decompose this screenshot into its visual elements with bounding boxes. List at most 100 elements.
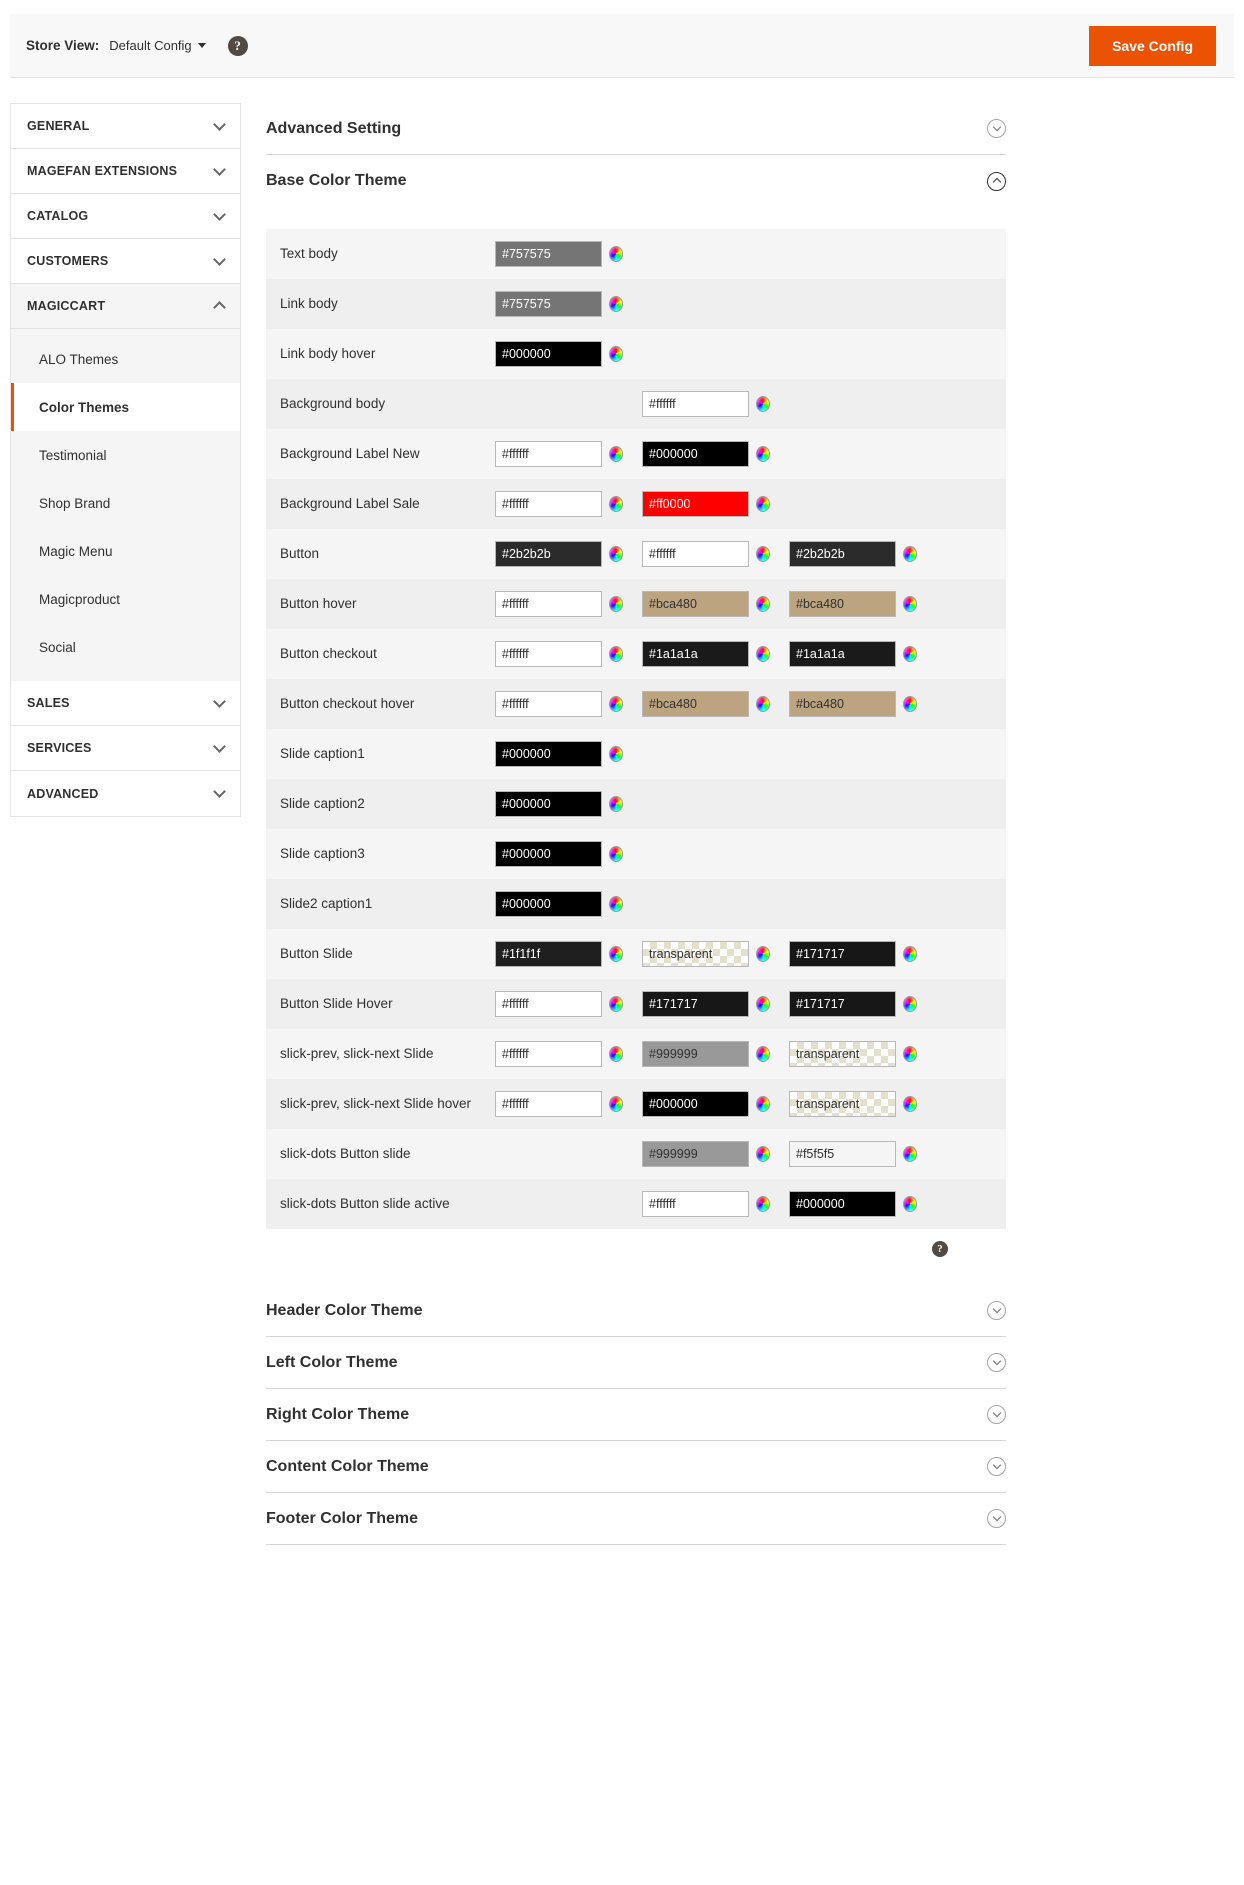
color-input[interactable]: #000000	[789, 1191, 896, 1217]
color-input[interactable]: #1f1f1f	[495, 941, 602, 967]
sidebar-section-general[interactable]: GENERAL	[11, 104, 240, 149]
color-picker-icon[interactable]	[756, 396, 770, 412]
color-picker-icon[interactable]	[609, 596, 623, 612]
color-input[interactable]: #1a1a1a	[642, 641, 749, 667]
color-picker-icon[interactable]	[903, 546, 917, 562]
section-base-color-theme[interactable]: Base Color Theme	[266, 155, 1006, 207]
color-picker-icon[interactable]	[609, 846, 623, 862]
sidebar-section-advanced[interactable]: ADVANCED	[11, 771, 240, 816]
color-picker-icon[interactable]	[903, 646, 917, 662]
color-input[interactable]: #000000	[495, 341, 602, 367]
sidebar-section-magiccart[interactable]: MAGICCART	[11, 284, 240, 329]
color-picker-icon[interactable]	[756, 496, 770, 512]
sidebar-item-testimonial[interactable]: Testimonial	[11, 431, 240, 479]
color-picker-icon[interactable]	[756, 1146, 770, 1162]
color-picker-icon[interactable]	[903, 1146, 917, 1162]
color-input[interactable]: #1a1a1a	[789, 641, 896, 667]
color-picker-icon[interactable]	[756, 546, 770, 562]
section-content-color-theme[interactable]: Content Color Theme	[266, 1441, 1006, 1493]
color-input[interactable]: #bca480	[789, 591, 896, 617]
color-input[interactable]: #ffffff	[495, 1041, 602, 1067]
color-picker-icon[interactable]	[609, 996, 623, 1012]
color-picker-icon[interactable]	[756, 446, 770, 462]
color-picker-icon[interactable]	[903, 1096, 917, 1112]
color-input[interactable]: #ffffff	[495, 491, 602, 517]
color-picker-icon[interactable]	[903, 1196, 917, 1212]
color-input[interactable]: #ffffff	[642, 541, 749, 567]
color-picker-icon[interactable]	[903, 996, 917, 1012]
color-input[interactable]: #ffffff	[495, 1091, 602, 1117]
color-picker-icon[interactable]	[609, 1096, 623, 1112]
color-picker-icon[interactable]	[756, 646, 770, 662]
section-left-color-theme[interactable]: Left Color Theme	[266, 1337, 1006, 1389]
sidebar-item-shop-brand[interactable]: Shop Brand	[11, 479, 240, 527]
color-picker-icon[interactable]	[609, 546, 623, 562]
color-input[interactable]: #ffffff	[495, 441, 602, 467]
color-picker-icon[interactable]	[756, 1196, 770, 1212]
color-picker-icon[interactable]	[609, 496, 623, 512]
color-input[interactable]: #ff0000	[642, 491, 749, 517]
color-input[interactable]: #171717	[642, 991, 749, 1017]
sidebar-section-customers[interactable]: CUSTOMERS	[11, 239, 240, 284]
color-picker-icon[interactable]	[903, 1046, 917, 1062]
color-input[interactable]: #ffffff	[495, 641, 602, 667]
color-input[interactable]: #171717	[789, 941, 896, 967]
color-input[interactable]: #757575	[495, 241, 602, 267]
color-input[interactable]: #171717	[789, 991, 896, 1017]
color-input[interactable]: #999999	[642, 1141, 749, 1167]
color-input[interactable]: #000000	[495, 891, 602, 917]
color-input[interactable]: #000000	[495, 841, 602, 867]
color-picker-icon[interactable]	[609, 696, 623, 712]
color-picker-icon[interactable]	[756, 996, 770, 1012]
sidebar-section-catalog[interactable]: CATALOG	[11, 194, 240, 239]
color-picker-icon[interactable]	[756, 696, 770, 712]
color-picker-icon[interactable]	[609, 446, 623, 462]
sidebar-section-services[interactable]: SERVICES	[11, 726, 240, 771]
color-input[interactable]: #f5f5f5	[789, 1141, 896, 1167]
save-config-button[interactable]: Save Config	[1089, 26, 1216, 66]
sidebar-item-color-themes[interactable]: Color Themes	[11, 383, 240, 431]
color-input[interactable]: #000000	[495, 791, 602, 817]
color-input[interactable]: #000000	[642, 1091, 749, 1117]
sidebar-item-magic-menu[interactable]: Magic Menu	[11, 527, 240, 575]
color-input[interactable]: #999999	[642, 1041, 749, 1067]
color-picker-icon[interactable]	[756, 1096, 770, 1112]
store-view-dropdown[interactable]: Default Config	[109, 38, 206, 53]
color-input[interactable]: #000000	[495, 741, 602, 767]
color-picker-icon[interactable]	[756, 1046, 770, 1062]
sidebar-item-alo-themes[interactable]: ALO Themes	[11, 335, 240, 383]
sidebar-item-social[interactable]: Social	[11, 623, 240, 671]
color-picker-icon[interactable]	[756, 946, 770, 962]
color-input[interactable]: #ffffff	[495, 991, 602, 1017]
color-input[interactable]: #bca480	[642, 591, 749, 617]
color-input[interactable]: #bca480	[789, 691, 896, 717]
color-input[interactable]: #ffffff	[495, 691, 602, 717]
color-picker-icon[interactable]	[609, 746, 623, 762]
color-picker-icon[interactable]	[609, 1046, 623, 1062]
section-right-color-theme[interactable]: Right Color Theme	[266, 1389, 1006, 1441]
color-input[interactable]: #ffffff	[642, 391, 749, 417]
sidebar-section-sales[interactable]: SALES	[11, 681, 240, 726]
color-input[interactable]: transparent	[642, 941, 749, 967]
color-input[interactable]: #757575	[495, 291, 602, 317]
color-picker-icon[interactable]	[609, 896, 623, 912]
color-picker-icon[interactable]	[903, 696, 917, 712]
color-input[interactable]: transparent	[789, 1041, 896, 1067]
color-input[interactable]: #2b2b2b	[495, 541, 602, 567]
color-picker-icon[interactable]	[756, 596, 770, 612]
color-picker-icon[interactable]	[609, 246, 623, 262]
help-icon[interactable]: ?	[932, 1241, 948, 1257]
color-picker-icon[interactable]	[903, 596, 917, 612]
sidebar-section-magefan-extensions[interactable]: MAGEFAN EXTENSIONS	[11, 149, 240, 194]
help-icon[interactable]: ?	[227, 35, 248, 56]
color-input[interactable]: transparent	[789, 1091, 896, 1117]
color-input[interactable]: #ffffff	[642, 1191, 749, 1217]
color-picker-icon[interactable]	[609, 946, 623, 962]
color-picker-icon[interactable]	[609, 646, 623, 662]
color-picker-icon[interactable]	[609, 296, 623, 312]
section-header-color-theme[interactable]: Header Color Theme	[266, 1285, 1006, 1337]
sidebar-item-magicproduct[interactable]: Magicproduct	[11, 575, 240, 623]
color-input[interactable]: #bca480	[642, 691, 749, 717]
color-picker-icon[interactable]	[903, 946, 917, 962]
color-picker-icon[interactable]	[609, 346, 623, 362]
